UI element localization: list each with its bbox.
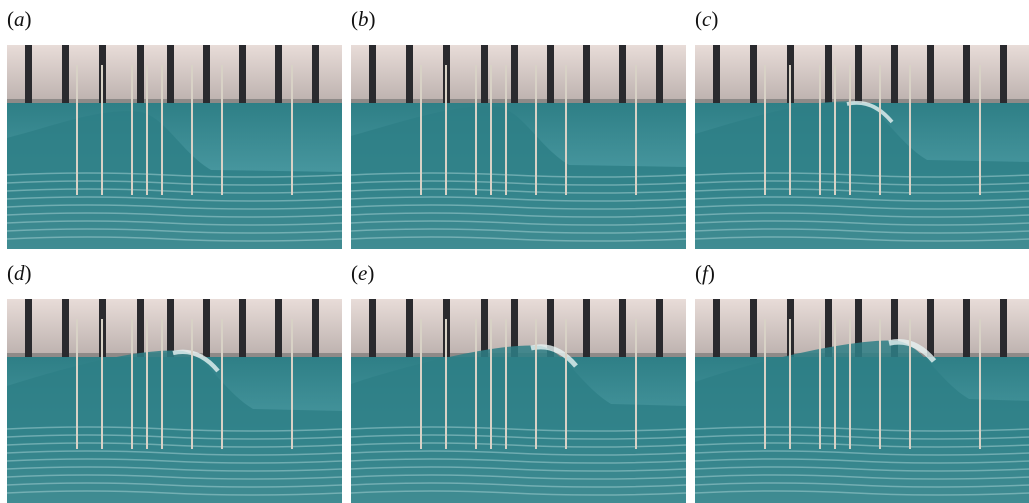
breaking-wave-photo [695, 45, 1029, 249]
panel-c: (c) [695, 4, 1029, 249]
panel-label: (d) [7, 261, 32, 285]
panel-e: (e) [351, 258, 686, 503]
panel-f: (f) [695, 258, 1029, 503]
panel-b: (b) [351, 4, 686, 249]
panel-d: (d) [7, 258, 342, 503]
breaking-wave-photo [351, 45, 686, 249]
panel-label: (f) [695, 261, 715, 285]
breaking-wave-photo [7, 45, 342, 249]
panel-label: (c) [695, 7, 719, 31]
panel-label: (e) [351, 261, 375, 285]
breaking-wave-photo [351, 299, 686, 503]
panel-a: (a) [7, 4, 342, 249]
breaking-wave-photo [695, 299, 1029, 503]
panel-label: (b) [351, 7, 376, 31]
breaking-wave-photo [7, 299, 342, 503]
panel-label: (a) [7, 7, 32, 31]
